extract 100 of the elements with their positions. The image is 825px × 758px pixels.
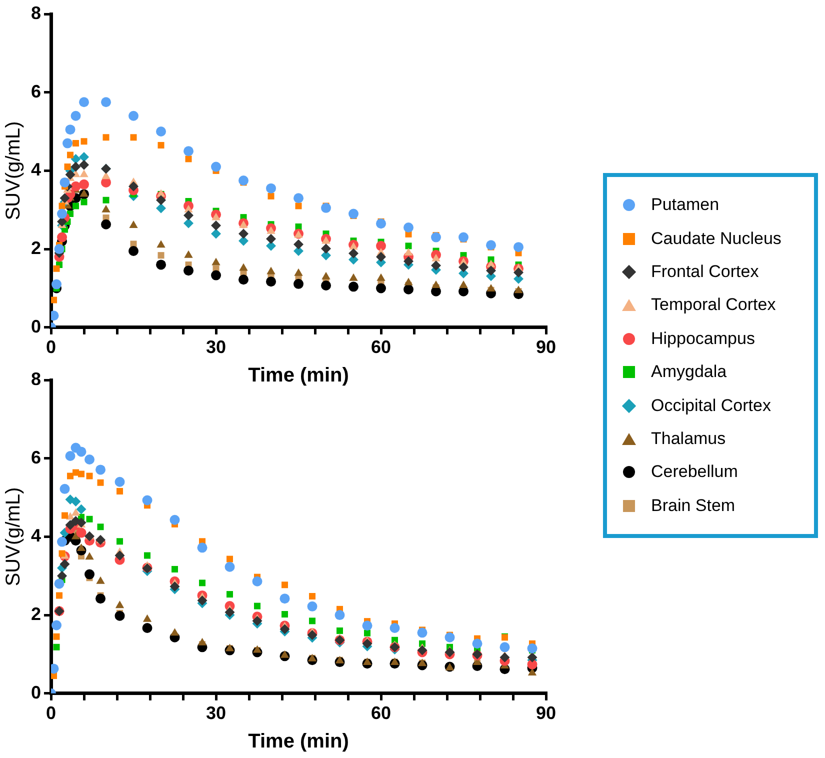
point [486, 284, 496, 292]
y-tick-label: 8 [30, 2, 42, 23]
point [266, 266, 276, 274]
point [211, 162, 222, 172]
point [185, 156, 192, 162]
point [527, 643, 538, 654]
point [364, 630, 371, 636]
point [101, 97, 112, 108]
legend-label: Putamen [651, 195, 720, 216]
point [97, 524, 104, 530]
legend-label: Occipital Cortex [651, 396, 771, 416]
point [417, 628, 428, 638]
point [52, 279, 62, 290]
point [184, 250, 193, 258]
point [224, 607, 235, 618]
legend-label: Temporal Cortex [651, 295, 776, 316]
point [376, 218, 386, 229]
x-tick-label: 60 [370, 337, 392, 358]
x-tick-label: 0 [46, 337, 56, 358]
point [321, 202, 332, 213]
point [486, 266, 496, 276]
x-tick-label: 30 [206, 337, 226, 358]
point [57, 536, 68, 547]
point [527, 652, 538, 662]
point [197, 542, 208, 553]
point [295, 202, 302, 210]
legend-label: Amygdala [651, 362, 727, 382]
point [199, 580, 206, 586]
point [349, 273, 358, 281]
point [97, 479, 104, 486]
point [70, 496, 81, 506]
y-tick-label: 6 [30, 447, 42, 468]
point [349, 242, 358, 250]
point [362, 620, 372, 631]
point [334, 610, 345, 620]
point [67, 472, 74, 480]
point [60, 177, 70, 188]
point [404, 222, 414, 233]
point [224, 562, 235, 572]
point [282, 582, 288, 588]
point [56, 592, 63, 599]
point [280, 650, 290, 658]
point [321, 244, 332, 254]
point [65, 124, 76, 135]
x-tick-label: 30 [206, 703, 226, 724]
point [79, 97, 90, 108]
point [76, 528, 86, 538]
x-axis-title: Time (min) [248, 364, 349, 387]
point [102, 196, 110, 204]
point [53, 644, 60, 650]
point [390, 622, 400, 633]
point [212, 212, 220, 220]
point [294, 239, 304, 250]
point [500, 642, 510, 652]
point [57, 570, 68, 581]
point [238, 228, 249, 239]
point [78, 470, 85, 478]
point [53, 633, 60, 640]
point [309, 592, 316, 600]
point [156, 203, 166, 214]
point [128, 181, 139, 192]
point [212, 258, 220, 266]
point [376, 240, 386, 251]
point [486, 260, 496, 268]
point [197, 596, 208, 606]
point [76, 543, 86, 551]
point [53, 265, 60, 272]
point [321, 280, 332, 290]
point [322, 236, 330, 244]
point [142, 622, 152, 633]
point [211, 270, 222, 280]
point [376, 273, 386, 281]
point [266, 276, 276, 287]
point [170, 581, 180, 592]
point [85, 552, 94, 560]
point [70, 162, 81, 172]
point [64, 164, 71, 170]
point [72, 202, 80, 210]
point [156, 260, 166, 270]
point [52, 620, 62, 630]
point [252, 616, 262, 626]
point [432, 280, 440, 288]
point [211, 220, 222, 231]
point [65, 520, 76, 530]
point [116, 538, 124, 545]
x-tick-label: 0 [46, 703, 56, 724]
point [70, 154, 81, 164]
x-tick-label: 90 [536, 337, 556, 358]
point [80, 198, 88, 206]
point [96, 576, 105, 584]
point [58, 202, 66, 210]
point [128, 110, 139, 121]
point [80, 138, 88, 145]
point [129, 220, 138, 228]
point [348, 282, 359, 292]
point [96, 464, 106, 475]
point [116, 488, 124, 495]
point [226, 556, 234, 562]
y-tick-label: 2 [30, 238, 42, 258]
point [96, 594, 106, 604]
